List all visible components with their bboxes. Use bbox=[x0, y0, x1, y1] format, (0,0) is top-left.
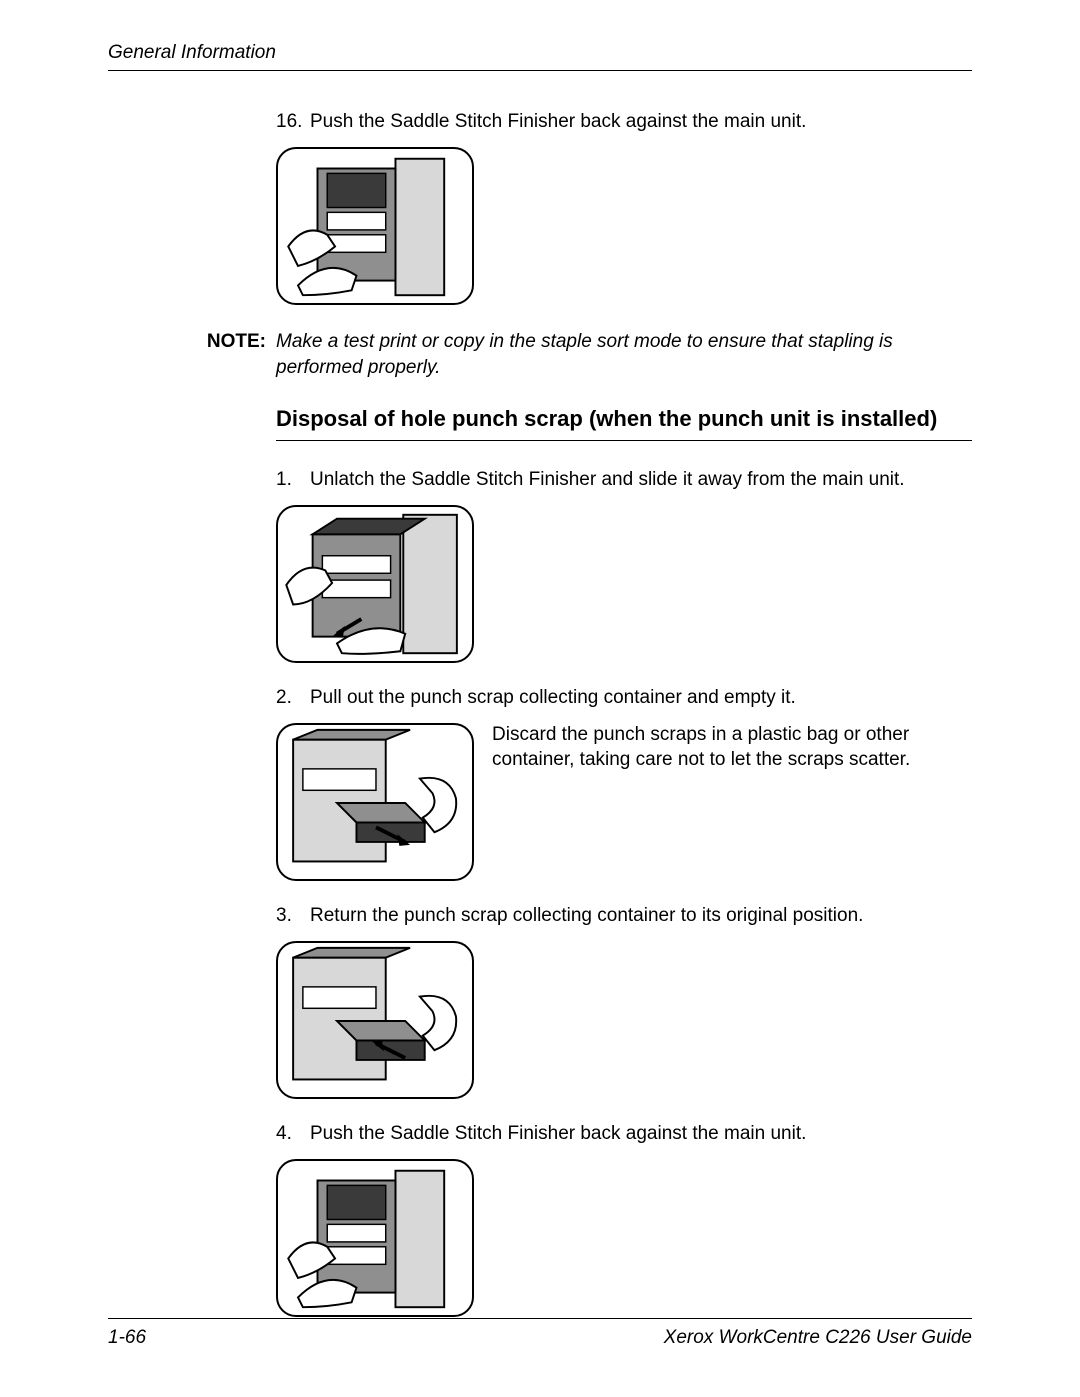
step-number: 1. bbox=[276, 469, 310, 491]
note-block: NOTE: Make a test print or copy in the s… bbox=[206, 329, 972, 380]
step-text: Pull out the punch scrap collecting cont… bbox=[310, 687, 796, 709]
figure-step-2 bbox=[276, 723, 474, 881]
step-3: 3. Return the punch scrap collecting con… bbox=[276, 905, 972, 927]
footer-doc-title: Xerox WorkCentre C226 User Guide bbox=[664, 1327, 972, 1349]
step-1: 1. Unlatch the Saddle Stitch Finisher an… bbox=[276, 469, 972, 491]
step-number: 2. bbox=[276, 687, 310, 709]
step-number: 3. bbox=[276, 905, 310, 927]
step-number: 16. bbox=[276, 111, 310, 133]
figure-step-3 bbox=[276, 941, 474, 1099]
figure-step-1 bbox=[276, 505, 474, 663]
step-text: Unlatch the Saddle Stitch Finisher and s… bbox=[310, 469, 905, 491]
section-heading: Disposal of hole punch scrap (when the p… bbox=[276, 406, 972, 441]
step-2-row: Discard the punch scraps in a plastic ba… bbox=[276, 723, 972, 881]
step-2-aside: Discard the punch scraps in a plastic ba… bbox=[492, 723, 972, 772]
step-text: Push the Saddle Stitch Finisher back aga… bbox=[310, 111, 806, 133]
figure-step-4 bbox=[276, 1159, 474, 1317]
step-4: 4. Push the Saddle Stitch Finisher back … bbox=[276, 1123, 972, 1145]
step-number: 4. bbox=[276, 1123, 310, 1145]
step-2: 2. Pull out the punch scrap collecting c… bbox=[276, 687, 972, 709]
note-text: Make a test print or copy in the staple … bbox=[276, 329, 972, 380]
figure-step-16 bbox=[276, 147, 474, 305]
note-label: NOTE: bbox=[206, 331, 276, 353]
page-header: General Information bbox=[108, 42, 972, 71]
step-text: Return the punch scrap collecting contai… bbox=[310, 905, 863, 927]
header-section-title: General Information bbox=[108, 42, 276, 63]
page-footer: 1-66 Xerox WorkCentre C226 User Guide bbox=[108, 1318, 972, 1349]
step-text: Push the Saddle Stitch Finisher back aga… bbox=[310, 1123, 806, 1145]
step-16: 16. Push the Saddle Stitch Finisher back… bbox=[276, 111, 972, 133]
footer-page-number: 1-66 bbox=[108, 1327, 146, 1349]
